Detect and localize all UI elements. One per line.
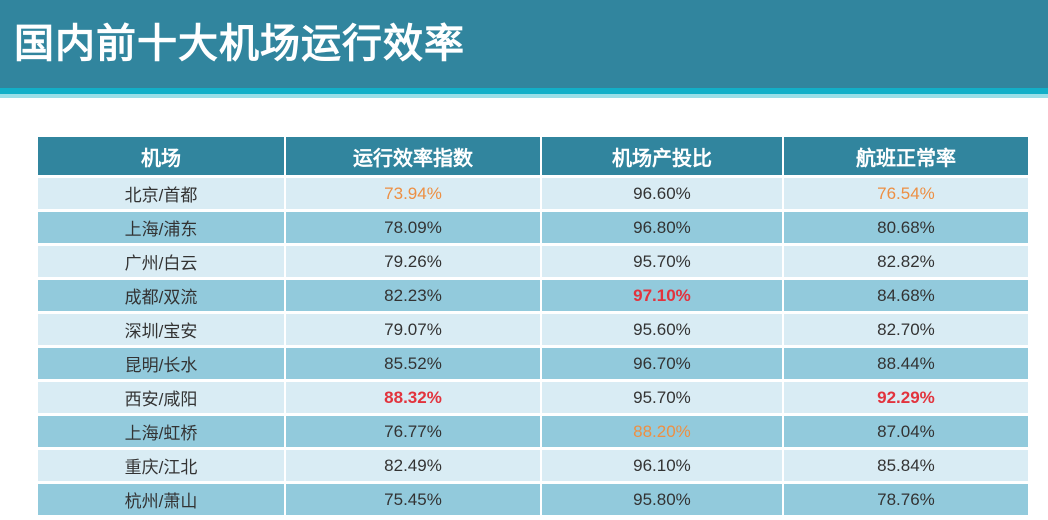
value-cell: 95.80% <box>540 484 782 515</box>
value-cell: 87.04% <box>781 416 1028 447</box>
column-header: 机场 <box>141 147 181 170</box>
title-banner: 国内前十大机场运行效率 <box>0 0 1048 88</box>
table-row: 上海/浦东 78.09% 96.80% 80.68% <box>38 212 1028 243</box>
airport-name-cell: 重庆/江北 <box>124 458 198 477</box>
column-header: 机场产投比 <box>540 137 782 175</box>
value-cell: 95.70% <box>540 382 782 413</box>
value-cell: 95.70% <box>540 246 782 277</box>
page-title: 国内前十大机场运行效率 <box>14 22 465 66</box>
value-cell: 82.23% <box>284 280 540 311</box>
table-header-row: 机场 运行效率指数 机场产投比 航班正常率 <box>38 137 1028 175</box>
value-cell: 84.68% <box>781 280 1028 311</box>
value-cell: 88.20% <box>540 416 782 447</box>
value-cell: 82.82% <box>781 246 1028 277</box>
value-cell: 78.76% <box>781 484 1028 515</box>
airport-name-cell: 上海/虹桥 <box>124 424 198 443</box>
value-cell: 79.26% <box>284 246 540 277</box>
airport-efficiency-table: 机场 运行效率指数 机场产投比 航班正常率 北京/首都 73.94% 96.60% 76.5… <box>38 137 1028 515</box>
airport-name-cell: 北京/首都 <box>124 186 198 205</box>
table-row: 重庆/江北 82.49% 96.10% 85.84% <box>38 450 1028 481</box>
value-cell: 79.07% <box>284 314 540 345</box>
value-cell: 97.10% <box>540 280 782 311</box>
airport-name-cell: 深圳/宝安 <box>124 322 198 341</box>
table-row: 上海/虹桥 76.77% 88.20% 87.04% <box>38 416 1028 447</box>
value-cell: 92.29% <box>781 382 1028 413</box>
table-row: 深圳/宝安 79.07% 95.60% 82.70% <box>38 314 1028 345</box>
value-cell: 82.70% <box>781 314 1028 345</box>
table-row: 西安/咸阳 88.32% 95.70% 92.29% <box>38 382 1028 413</box>
value-cell: 76.54% <box>781 178 1028 209</box>
value-cell: 80.68% <box>781 212 1028 243</box>
airport-name-cell: 西安/咸阳 <box>124 390 198 409</box>
airport-name-cell: 上海/浦东 <box>124 220 198 239</box>
value-cell: 76.77% <box>284 416 540 447</box>
value-cell: 88.32% <box>284 382 540 413</box>
accent-stripe-light <box>0 94 1048 98</box>
airport-name-cell: 杭州/萧山 <box>124 492 198 511</box>
table-body: 北京/首都 73.94% 96.60% 76.54% 上海/浦东 78.09% 96.80%… <box>38 178 1028 515</box>
column-header: 航班正常率 <box>781 137 1028 175</box>
value-cell: 78.09% <box>284 212 540 243</box>
value-cell: 96.60% <box>540 178 782 209</box>
airport-name-cell: 昆明/长水 <box>124 356 198 375</box>
table-row: 广州/白云 79.26% 95.70% 82.82% <box>38 246 1028 277</box>
value-cell: 73.94% <box>284 178 540 209</box>
airport-name-cell: 广州/白云 <box>124 254 198 273</box>
value-cell: 88.44% <box>781 348 1028 379</box>
value-cell: 82.49% <box>284 450 540 481</box>
value-cell: 85.52% <box>284 348 540 379</box>
value-cell: 75.45% <box>284 484 540 515</box>
table-row: 成都/双流 82.23% 97.10% 84.68% <box>38 280 1028 311</box>
accent-stripe-bright <box>0 88 1048 94</box>
value-cell: 85.84% <box>781 450 1028 481</box>
airport-name-cell: 成都/双流 <box>124 288 198 307</box>
value-cell: 96.70% <box>540 348 782 379</box>
value-cell: 95.60% <box>540 314 782 345</box>
table-row: 北京/首都 73.94% 96.60% 76.54% <box>38 178 1028 209</box>
value-cell: 96.10% <box>540 450 782 481</box>
table-row: 杭州/萧山 75.45% 95.80% 78.76% <box>38 484 1028 515</box>
value-cell: 96.80% <box>540 212 782 243</box>
column-header: 运行效率指数 <box>284 137 540 175</box>
table-row: 昆明/长水 85.52% 96.70% 88.44% <box>38 348 1028 379</box>
